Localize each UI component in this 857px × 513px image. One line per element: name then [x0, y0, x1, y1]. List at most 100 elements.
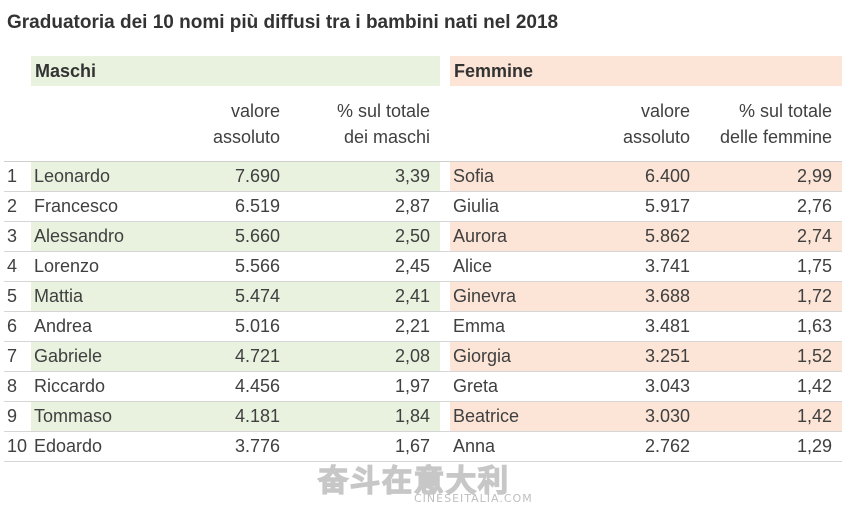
female-percentage: 1,42 [700, 401, 843, 432]
rank-number: 6 [4, 311, 31, 342]
female-absolute-value: 3.688 [575, 281, 701, 312]
male-percentage: 1,67 [290, 431, 441, 462]
table-row: 2 Francesco 6.519 2,87 Giulia 5.917 2,76 [4, 191, 843, 222]
male-absolute-value: 5.016 [150, 311, 290, 342]
male-abs-col-header: valore assoluto [150, 86, 290, 162]
female-percentage: 2,74 [700, 221, 843, 252]
section-gap [440, 56, 451, 86]
female-percentage: 1,52 [700, 341, 843, 372]
male-name: Lorenzo [31, 251, 150, 282]
section-header-row: Maschi Femmine [4, 56, 843, 86]
row-gap [440, 191, 451, 222]
male-percentage: 2,87 [290, 191, 441, 222]
table-row: 5 Mattia 5.474 2,41 Ginevra 3.688 1,72 [4, 281, 843, 312]
female-name: Giulia [450, 191, 576, 222]
male-percentage: 1,97 [290, 371, 441, 402]
female-name: Greta [450, 371, 576, 402]
female-absolute-value: 3.481 [575, 311, 701, 342]
rank-number: 5 [4, 281, 31, 312]
male-percentage: 2,50 [290, 221, 441, 252]
female-percentage: 1,29 [700, 431, 843, 462]
female-absolute-value: 5.862 [575, 221, 701, 252]
female-name: Anna [450, 431, 576, 462]
male-absolute-value: 4.181 [150, 401, 290, 432]
rank-number: 4 [4, 251, 31, 282]
table-row: 7 Gabriele 4.721 2,08 Giorgia 3.251 1,52 [4, 341, 843, 372]
female-pct-col-header: % sul totale delle femmine [700, 86, 843, 162]
male-percentage: 2,08 [290, 341, 441, 372]
female-pct-header-line2: delle femmine [719, 126, 833, 147]
female-absolute-value: 3.741 [575, 251, 701, 282]
table-row: 6 Andrea 5.016 2,21 Emma 3.481 1,63 [4, 311, 843, 342]
row-gap [440, 161, 451, 192]
male-name-col-header [31, 86, 150, 162]
female-name: Aurora [450, 221, 576, 252]
male-abs-header-line1: valore [230, 100, 280, 121]
page-title: Graduatoria dei 10 nomi più diffusi tra … [7, 12, 559, 33]
rank-number: 7 [4, 341, 31, 372]
rank-number: 10 [4, 431, 31, 462]
row-gap [440, 281, 451, 312]
male-percentage: 3,39 [290, 161, 441, 192]
female-name: Ginevra [450, 281, 576, 312]
female-percentage: 2,76 [700, 191, 843, 222]
table-row: 8 Riccardo 4.456 1,97 Greta 3.043 1,42 [4, 371, 843, 402]
rank-number: 8 [4, 371, 31, 402]
female-name: Beatrice [450, 401, 576, 432]
row-gap [440, 431, 451, 462]
female-name: Emma [450, 311, 576, 342]
row-gap [440, 251, 451, 282]
male-name: Leonardo [31, 161, 150, 192]
male-pct-header-line2: dei maschi [343, 126, 431, 147]
table-row: 1 Leonardo 7.690 3,39 Sofia 6.400 2,99 [4, 161, 843, 192]
female-absolute-value: 5.917 [575, 191, 701, 222]
male-name: Riccardo [31, 371, 150, 402]
male-absolute-value: 5.474 [150, 281, 290, 312]
male-percentage: 2,45 [290, 251, 441, 282]
female-name: Giorgia [450, 341, 576, 372]
male-absolute-value: 3.776 [150, 431, 290, 462]
male-absolute-value: 6.519 [150, 191, 290, 222]
male-name: Tommaso [31, 401, 150, 432]
row-gap [440, 221, 451, 252]
rank-col-header [4, 86, 31, 162]
row-gap [440, 371, 451, 402]
female-name-col-header [450, 86, 576, 162]
female-abs-header-line1: valore [640, 100, 691, 121]
male-name: Edoardo [31, 431, 150, 462]
male-name: Francesco [31, 191, 150, 222]
table-row: 9 Tommaso 4.181 1,84 Beatrice 3.030 1,42 [4, 401, 843, 432]
male-percentage: 1,84 [290, 401, 441, 432]
female-abs-header-line2: assoluto [622, 126, 691, 147]
rank-number: 1 [4, 161, 31, 192]
male-absolute-value: 7.690 [150, 161, 290, 192]
male-pct-col-header: % sul totale dei maschi [290, 86, 441, 162]
male-percentage: 2,41 [290, 281, 441, 312]
female-absolute-value: 2.762 [575, 431, 701, 462]
female-absolute-value: 3.251 [575, 341, 701, 372]
header-gap [440, 86, 451, 162]
column-header-row: valore assoluto % sul totale dei maschi … [4, 86, 843, 162]
rank-header-blank [4, 56, 31, 86]
male-abs-header-line2: assoluto [212, 126, 280, 147]
rank-number: 2 [4, 191, 31, 222]
female-percentage: 1,63 [700, 311, 843, 342]
female-abs-col-header: valore assoluto [575, 86, 701, 162]
female-absolute-value: 6.400 [575, 161, 701, 192]
male-name: Alessandro [31, 221, 150, 252]
male-name: Gabriele [31, 341, 150, 372]
row-gap [440, 341, 451, 372]
male-absolute-value: 4.456 [150, 371, 290, 402]
table-row: 3 Alessandro 5.660 2,50 Aurora 5.862 2,74 [4, 221, 843, 252]
site-watermark-logo: 奋斗在意大利 CINESEITALIA.COM [317, 456, 544, 508]
female-absolute-value: 3.043 [575, 371, 701, 402]
male-name: Andrea [31, 311, 150, 342]
female-percentage: 1,72 [700, 281, 843, 312]
male-absolute-value: 4.721 [150, 341, 290, 372]
table-row: 4 Lorenzo 5.566 2,45 Alice 3.741 1,75 [4, 251, 843, 282]
female-percentage: 2,99 [700, 161, 843, 192]
female-percentage: 1,42 [700, 371, 843, 402]
table-row: 10 Edoardo 3.776 1,67 Anna 2.762 1,29 [4, 431, 843, 462]
female-name: Sofia [450, 161, 576, 192]
row-gap [440, 311, 451, 342]
